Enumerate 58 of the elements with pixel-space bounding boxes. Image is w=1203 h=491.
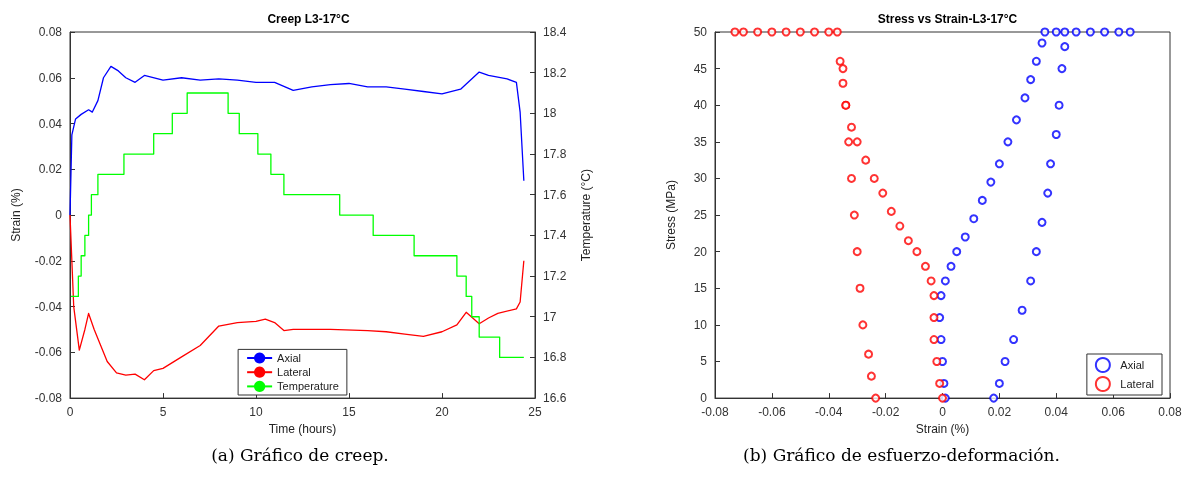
y-tick-label: 25 [693,208,708,223]
x-tick-label: 0 [939,405,947,420]
x-tick-label: -0.02 [871,405,900,420]
y2-tick-label: 18 [543,106,557,121]
y-tick-label: 0.08 [38,25,63,39]
y-tick-label: -0.08 [34,391,63,406]
y-tick-label: 0.02 [38,162,63,177]
x-axis-title: Time (hours) [268,422,337,436]
y-tick-label: -0.02 [34,253,63,268]
y2-tick-label: 18.2 [543,65,567,80]
y2-tick-label: 17.8 [543,147,567,162]
y2-tick-label: 17 [543,309,557,324]
text: (a) Gráfico de creep. [210,445,390,465]
chart-title: Creep L3-17°C [267,12,350,26]
legend-label: Lateral [1120,378,1155,390]
x-tick-label: 0.04 [1044,405,1069,420]
y-axis-title: Strain (%) [9,188,23,242]
y-tick-label: 35 [693,134,708,149]
y-tick-label: 30 [693,171,708,186]
x-tick-label: 0.08 [1158,405,1182,420]
y2-tick-label: 17.6 [543,187,567,202]
y-tick-label: 0.06 [38,70,63,85]
x-axis-title: Strain (%) [915,422,970,436]
y-tick-label: -0.04 [34,299,63,314]
y2-axis-title: Temperature (°C) [579,168,593,262]
legend-label: Axial [277,352,301,364]
x-tick-label: 15 [342,405,356,420]
y2-tick-label: 18.4 [543,25,567,39]
y2-tick-label: 17.2 [543,269,567,284]
y-tick-label: 20 [693,244,708,259]
y2-tick-label: 16.8 [543,350,567,365]
y2-tick-label: 17.4 [543,228,567,243]
y-tick-label: 0 [55,208,63,223]
y2-tick-label: 16.6 [543,391,567,406]
legend-label: Axial [1120,359,1145,371]
y-axis-title: Stress (MPa) [664,180,678,251]
text: (b) Gráfico de esfuerzo-deformación. [742,445,1061,465]
x-tick-label: -0.04 [815,405,843,420]
x-tick-label: -0.06 [758,405,786,420]
y-tick-label: 15 [693,281,708,296]
y-tick-label: 5 [700,354,708,369]
x-tick-label: 10 [249,405,263,420]
legend-label: Temperature [277,380,339,393]
x-tick-label: 5 [159,405,167,420]
legend-label: Lateral [277,366,311,379]
y-tick-label: 40 [693,98,708,113]
x-tick-label: 0 [66,405,74,420]
x-tick-label: 0.02 [987,405,1012,420]
x-tick-label: 20 [435,405,449,420]
chart-title: Stress vs Strain-L3-17°C [877,12,1018,26]
y-tick-label: 50 [693,25,708,39]
x-tick-label: 25 [528,405,542,420]
y-tick-label: 0.04 [38,116,63,131]
y-tick-label: 0 [700,391,708,406]
y-tick-label: 45 [693,61,708,76]
y-tick-label: -0.06 [34,345,63,360]
x-tick-label: 0.06 [1101,405,1126,420]
y-tick-label: 10 [693,317,708,332]
